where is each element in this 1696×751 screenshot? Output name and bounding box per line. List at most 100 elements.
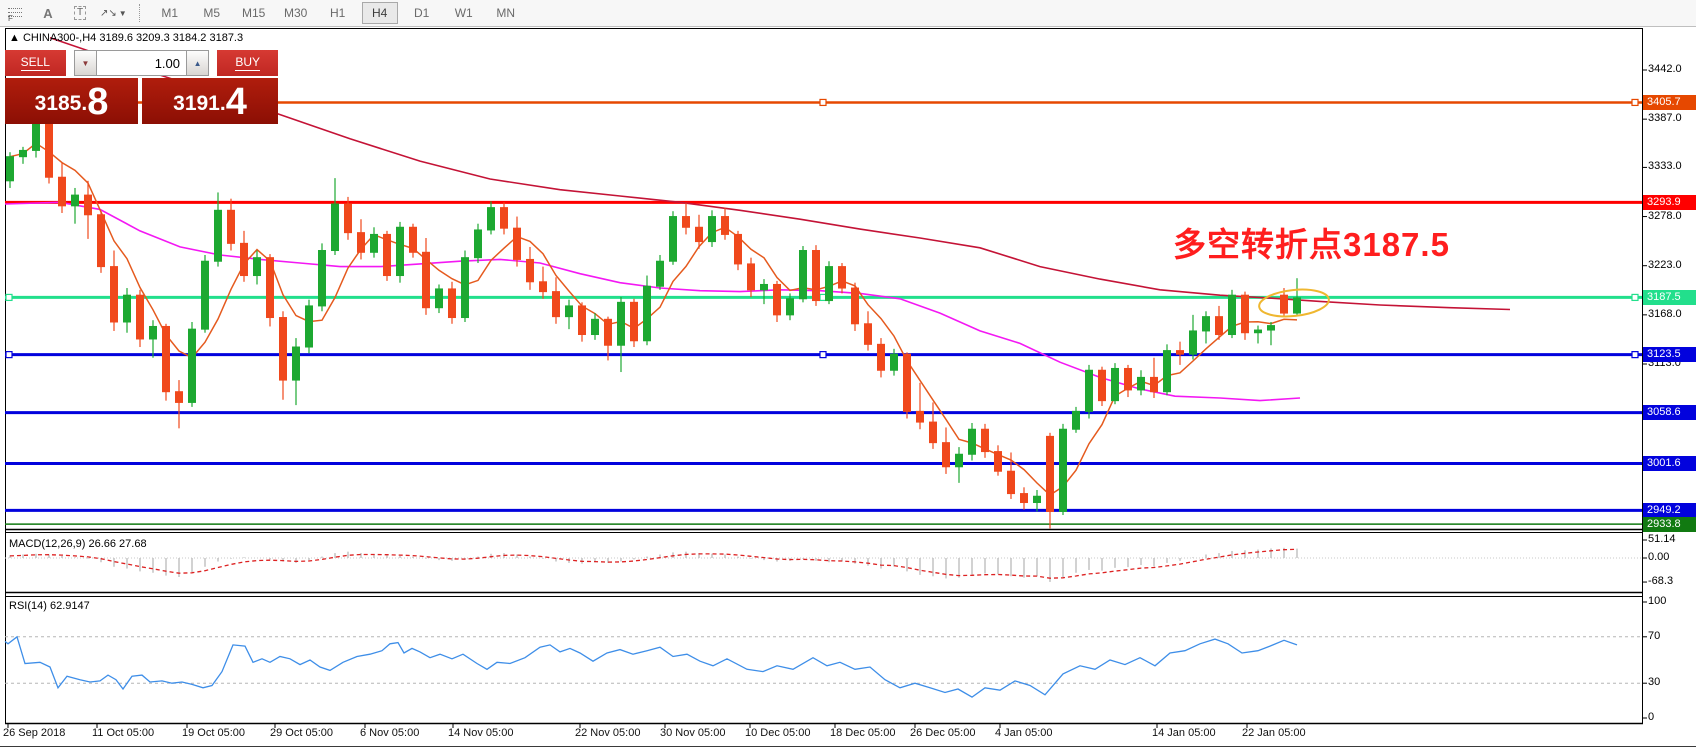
- timeframe-button-H1[interactable]: H1: [330, 6, 346, 20]
- candle-body: [201, 260, 209, 330]
- spacer: [66, 50, 74, 76]
- candle-body: [669, 216, 677, 262]
- candle-body: [474, 229, 482, 259]
- candle-body: [773, 283, 781, 316]
- candle-body: [682, 216, 690, 228]
- line-handle[interactable]: [1631, 98, 1639, 107]
- volume-input[interactable]: [97, 50, 186, 76]
- date-axis-label: 6 Nov 05:00: [360, 727, 420, 739]
- candle-body: [188, 328, 196, 403]
- sell-price-panel[interactable]: 3185. 8: [5, 78, 138, 124]
- price-level-tag: 3058.6: [1643, 405, 1696, 421]
- date-axis-label: 14 Nov 05:00: [448, 727, 514, 739]
- ma-fast-line: [9, 142, 1298, 496]
- candle-body: [929, 421, 937, 444]
- sell-price: 3185: [34, 92, 82, 115]
- candle-body: [136, 294, 144, 340]
- candle-body: [448, 288, 456, 319]
- candle-body: [1202, 316, 1210, 332]
- highlight-ellipse: [1258, 288, 1330, 318]
- toolbar-separator: [138, 4, 141, 22]
- plot-background[interactable]: [5, 28, 1642, 723]
- macd-axis-label: 0.00: [1648, 551, 1670, 563]
- candle-body: [1228, 294, 1236, 336]
- candle-body: [877, 343, 885, 371]
- volume-increase-button[interactable]: ▲: [186, 50, 210, 76]
- candle-body: [903, 353, 911, 412]
- timeframe-button-W1[interactable]: W1: [454, 6, 473, 20]
- price-level-tag: 2933.8: [1643, 516, 1696, 532]
- candle-body: [721, 216, 729, 235]
- timeframe-button-MN[interactable]: MN: [496, 6, 516, 20]
- arrows-tool-button[interactable]: ↗↘ ▼: [99, 2, 128, 24]
- macd-axis-label: -68.3: [1648, 575, 1674, 588]
- price-axis-label: 3168.0: [1648, 307, 1682, 320]
- candle-body: [1254, 329, 1262, 334]
- sell-button[interactable]: SELL: [5, 50, 66, 76]
- timeframe-button-M30[interactable]: M30: [284, 6, 308, 20]
- candle-body: [1098, 369, 1106, 402]
- candle-body: [331, 203, 339, 252]
- candle-body: [383, 233, 391, 277]
- candle-body: [981, 428, 989, 453]
- candle-body: [318, 250, 326, 307]
- candle-body: [344, 203, 352, 234]
- candle-body: [1072, 410, 1080, 430]
- price-axis-label: 3442.0: [1648, 63, 1682, 75]
- candle-body: [1267, 325, 1275, 331]
- buy-price-panel[interactable]: 3191. 4: [142, 78, 278, 124]
- line-handle[interactable]: [5, 351, 13, 359]
- buy-price: 3191: [173, 92, 220, 115]
- date-axis-label: 18 Dec 05:00: [830, 727, 896, 739]
- timeframe-button-H4[interactable]: H4: [361, 2, 398, 24]
- line-handle[interactable]: [819, 98, 827, 107]
- text-label-tool-button[interactable]: T: [67, 2, 93, 24]
- line-handle[interactable]: [819, 351, 827, 359]
- candle-body: [1085, 369, 1093, 412]
- volume-decrease-button[interactable]: ▼: [73, 50, 97, 76]
- timeframe-button-M15[interactable]: M15: [242, 6, 266, 20]
- candle-body: [1046, 435, 1054, 512]
- fibonacci-icon: F: [8, 6, 24, 23]
- line-handle[interactable]: [1631, 351, 1639, 359]
- candle-body: [422, 251, 430, 309]
- rsi-indicator-label: RSI(14) 62.9147: [9, 600, 90, 612]
- price-level-tag: 3293.9: [1643, 194, 1696, 210]
- buy-button[interactable]: BUY: [217, 50, 278, 76]
- candle-body: [227, 209, 235, 244]
- candle-body: [162, 325, 170, 393]
- macd-signal-line: [9, 548, 1298, 579]
- date-axis-label: 19 Oct 05:00: [182, 727, 245, 739]
- candle-body: [565, 305, 573, 318]
- price-level-tag: 2949.2: [1643, 502, 1696, 518]
- timeframe-button-M5[interactable]: M5: [203, 6, 221, 20]
- one-click-trading-panel: SELL ▼ ▲ BUY 3185.8 3191.4: [5, 50, 278, 124]
- spacer: [209, 50, 217, 76]
- price-level-tag: 3187.5: [1643, 289, 1696, 305]
- candle-body: [734, 233, 742, 265]
- candle-body: [916, 410, 924, 423]
- date-axis-label: 10 Dec 05:00: [745, 727, 811, 739]
- timeframe-button-M1[interactable]: M1: [161, 6, 179, 20]
- candle-body: [994, 451, 1002, 472]
- fibonacci-tool-button[interactable]: F: [3, 2, 29, 24]
- line-handle[interactable]: [1631, 293, 1639, 302]
- candle-body: [838, 266, 846, 289]
- macd-axis-label: 51.14: [1648, 532, 1676, 545]
- candle-body: [1007, 470, 1015, 495]
- candle-body: [292, 346, 300, 381]
- candle-body: [6, 156, 14, 182]
- candle-body: [253, 257, 261, 277]
- candle-body: [656, 260, 664, 287]
- candle-body: [1150, 376, 1158, 393]
- text-tool-button[interactable]: A: [35, 2, 61, 24]
- candle-body: [604, 318, 612, 346]
- symbol-ohlc-header: ▲ CHINA300-,H4 3189.6 3209.3 3184.2 3187…: [9, 32, 244, 44]
- candle-body: [500, 207, 508, 229]
- timeframe-button-D1[interactable]: D1: [414, 6, 430, 20]
- candle-body: [552, 291, 560, 318]
- candle-body: [409, 226, 417, 253]
- line-handle[interactable]: [5, 293, 13, 302]
